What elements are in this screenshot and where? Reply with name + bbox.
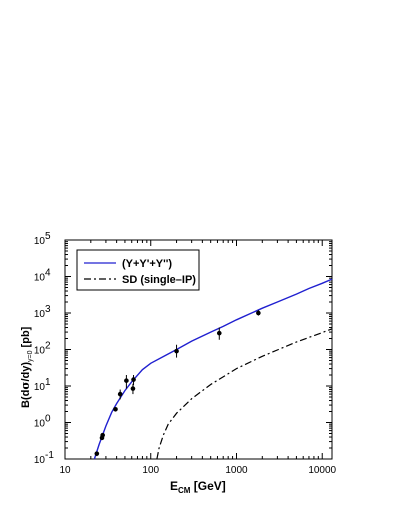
y-tick-exponent: 5 xyxy=(45,231,51,242)
legend-box xyxy=(76,249,200,291)
series-line-1 xyxy=(156,328,333,460)
data-point xyxy=(124,378,129,383)
y-axis-label: B(dσ/dy)y=0 [pb] xyxy=(19,326,34,408)
x-axis-ticks: 10 100 1000 10000 xyxy=(59,240,337,476)
legend: (Υ+Υ'+Υ'') SD (single–IP) xyxy=(76,249,200,291)
series-line-0 xyxy=(93,278,333,460)
data-point xyxy=(174,348,179,354)
x-tick-label: 10000 xyxy=(308,465,336,476)
x-axis-label: ECM [GeV] xyxy=(170,479,226,495)
y-tick-exponent: 4 xyxy=(45,268,51,279)
x-tick-label: 1000 xyxy=(225,465,248,476)
data-point xyxy=(117,391,123,397)
y-tick-label: 10 xyxy=(34,273,46,284)
y-tick-label: 10 xyxy=(34,419,46,430)
data-point xyxy=(131,377,136,382)
x-tick-label: 10 xyxy=(59,465,71,476)
data-point xyxy=(216,330,222,336)
y-tick-exponent: 3 xyxy=(45,304,51,315)
y-tick-label: 10 xyxy=(34,309,46,320)
data-point xyxy=(256,310,261,316)
data-point xyxy=(113,406,118,412)
y-tick-label: 10 xyxy=(34,346,46,357)
y-tick-exponent: 0 xyxy=(45,414,51,425)
y-tick-label: 10 xyxy=(34,455,46,466)
data-points xyxy=(94,310,261,457)
y-tick-exponent: 2 xyxy=(45,341,51,352)
legend-label-0: (Υ+Υ'+Υ'') xyxy=(122,258,172,270)
data-point xyxy=(100,432,105,438)
y-tick-label: 10 xyxy=(34,382,46,393)
y-tick-exponent: -1 xyxy=(45,450,54,461)
data-point xyxy=(130,386,136,391)
legend-label-1: SD (single–IP) xyxy=(122,274,196,286)
data-point xyxy=(94,451,100,456)
series-curves xyxy=(93,278,333,460)
y-tick-exponent: 1 xyxy=(45,377,51,388)
x-tick-label: 100 xyxy=(142,465,159,476)
y-tick-label: 10 xyxy=(34,236,46,247)
